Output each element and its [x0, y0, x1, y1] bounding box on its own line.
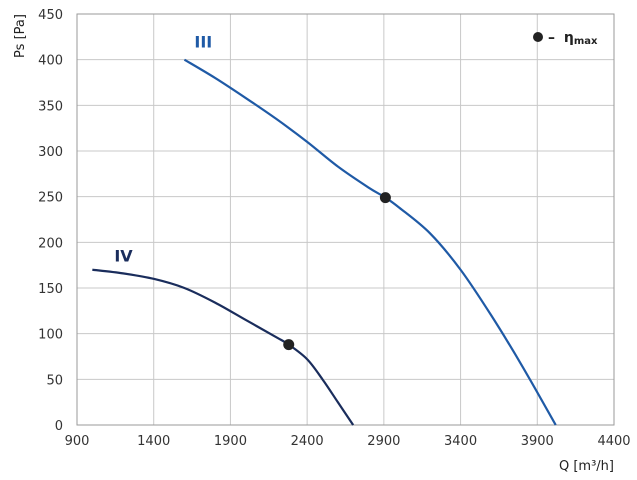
y-tick-labels: 0 50 100 150 200 250 300 350 400 450 [38, 8, 63, 434]
legend: – ηmax [533, 30, 598, 47]
y-tick-label: 100 [38, 328, 63, 343]
legend-eta-max-text: – ηmax [548, 30, 598, 47]
x-tick-label: 4400 [597, 434, 630, 449]
series-label-iii: III [194, 33, 212, 52]
series-group [92, 58, 557, 426]
x-tick-label: 1400 [137, 434, 170, 449]
y-tick-label: 350 [38, 99, 63, 114]
x-tick-label: 3400 [444, 434, 477, 449]
y-tick-label: 150 [38, 282, 63, 297]
x-tick-labels: 900 1400 1900 2400 2900 3400 3900 4400 [65, 434, 631, 449]
series-line-iv [92, 268, 355, 426]
y-tick-label: 200 [38, 236, 63, 251]
series-label-iv: IV [114, 247, 133, 266]
legend-dash: – [548, 30, 555, 46]
y-tick-label: 400 [38, 54, 63, 69]
x-tick-label: 2900 [367, 434, 400, 449]
legend-eta-max-marker [533, 32, 543, 42]
x-axis-title: Q [m³/h] [559, 459, 614, 474]
x-tick-label: 2400 [291, 434, 324, 449]
series-line-iii [183, 58, 557, 426]
x-tick-label: 1900 [214, 434, 247, 449]
eta-max-point-iv [283, 339, 295, 351]
y-tick-label: 250 [38, 191, 63, 206]
x-tick-label: 3900 [521, 434, 554, 449]
y-axis-title: Ps [Pa] [13, 14, 28, 58]
y-tick-label: 450 [38, 8, 63, 23]
legend-symbol: η [564, 30, 574, 46]
eta-max-markers [283, 192, 391, 351]
y-tick-label: 300 [38, 145, 63, 160]
y-tick-label: 50 [46, 373, 63, 388]
plot-frame [76, 13, 615, 426]
series-labels: III IV [114, 33, 212, 266]
legend-subscript: max [574, 36, 598, 47]
grid [76, 13, 615, 426]
x-tick-label: 900 [65, 434, 90, 449]
eta-max-point-iii [379, 192, 391, 204]
y-tick-label: 0 [55, 419, 63, 434]
